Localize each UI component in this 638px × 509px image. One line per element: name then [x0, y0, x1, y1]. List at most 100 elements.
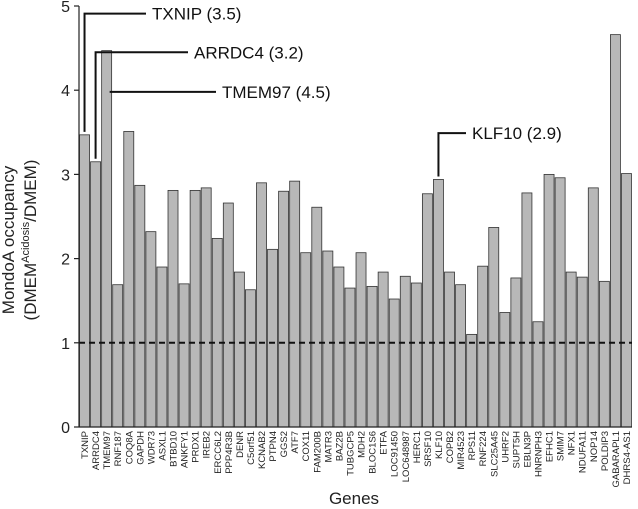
category-label: ETFA [379, 430, 390, 454]
bar-tubgcp5 [344, 287, 356, 428]
callout-label-tmem97: TMEM97 (4.5) [222, 83, 331, 102]
category-label: RNF187 [113, 431, 124, 466]
category-label: LOC91450 [390, 431, 401, 477]
bar-ndufa11 [576, 276, 588, 428]
bar-copb2 [444, 271, 455, 428]
bar-efhc1 [543, 173, 555, 428]
category-label: ANKFY1 [180, 431, 191, 468]
bar-ppp4r3b [222, 202, 234, 428]
category-label: NOP14 [589, 431, 600, 462]
bars-group [79, 34, 632, 428]
category-label: SLC25A45 [489, 431, 500, 477]
bar-rnf224 [477, 265, 489, 428]
category-label: BTBD10 [169, 431, 180, 467]
bar-ebln3p [521, 192, 533, 428]
y-axis-title-superscript: Acidosis [20, 221, 32, 262]
bar-prdx1 [189, 189, 201, 428]
bar-slc25a45 [488, 227, 500, 428]
bar-mdh2 [355, 252, 367, 428]
bar-gapdh [134, 184, 146, 428]
category-label: GABARAPL1 [611, 431, 622, 488]
category-label: TMEM97 [102, 431, 113, 470]
bar-denr [233, 271, 245, 428]
category-label: PPP4R3B [224, 431, 235, 474]
y-tick-label: 2 [61, 252, 70, 269]
bar-ercc6l2 [211, 237, 223, 428]
category-label: ASXL1 [157, 431, 168, 461]
category-label: ATF7 [290, 431, 301, 454]
bar-klf10 [433, 179, 444, 428]
category-label: COQ8A [124, 430, 135, 464]
callout-line-arrdc4 [94, 51, 188, 159]
category-label: FAM200B [312, 431, 323, 473]
bar-mir4523 [455, 284, 466, 428]
category-label: COPB2 [445, 431, 456, 463]
bar-btbd10 [167, 189, 179, 428]
bar-hnrnph3 [532, 321, 544, 428]
x-axis-title: Genes [329, 489, 379, 508]
bar-bloc1s6 [366, 285, 378, 428]
category-label: GGS2 [279, 431, 290, 457]
y-tick-label: 5 [61, 0, 70, 16]
bar-srsf10 [421, 193, 433, 428]
bar-dhrs4-as1 [621, 173, 632, 428]
category-label: UHRF2 [500, 431, 511, 463]
bar-atf7 [289, 180, 301, 428]
category-label: ERCC6L2 [213, 431, 224, 474]
bar-rps11 [466, 333, 478, 428]
category-label: MIR4523 [456, 431, 467, 470]
category-label: RPS11 [467, 431, 478, 460]
category-label: RNF224 [478, 431, 489, 466]
y-tick-label: 4 [61, 83, 70, 100]
bar-coq8a [123, 131, 135, 428]
category-label: BLOC1S6 [368, 431, 379, 474]
bar-rnf187 [112, 284, 124, 428]
bar-wdr73 [145, 231, 157, 428]
category-label: SUPT5H [511, 431, 522, 469]
bar-ankfy1 [178, 283, 190, 428]
bar-c5orf51 [245, 289, 256, 428]
category-label: KLF10 [434, 431, 445, 459]
callout-line-txnip [83, 12, 146, 132]
category-label: EFHC1 [545, 431, 556, 462]
category-label: DENR [235, 431, 246, 458]
category-label: MATR3 [323, 431, 334, 463]
bar-baz2b [333, 266, 345, 428]
bar-matr3 [322, 250, 334, 428]
category-label: PTPN4 [268, 431, 279, 462]
bar-smim7 [554, 177, 566, 428]
bar-ggs2 [278, 190, 290, 428]
category-label: HNRNPH3 [533, 431, 544, 477]
category-label: GAPDH [135, 431, 146, 465]
y-tick-label: 3 [61, 167, 70, 184]
category-label: TUBGCP5 [345, 431, 356, 476]
callout-line-klf10 [437, 132, 466, 177]
bar-cox11 [300, 252, 312, 428]
bar-fam200b [311, 206, 323, 428]
bar-txnip [79, 134, 90, 428]
category-label: TXNIP [80, 431, 91, 459]
callout-label-klf10: KLF10 (2.9) [472, 124, 562, 143]
category-label: WDR73 [146, 431, 157, 464]
category-label: SRSF10 [423, 431, 434, 467]
category-label: BAZ2B [334, 431, 345, 461]
callout-label-txnip: TXNIP (3.5) [152, 5, 241, 24]
category-label: DHRS4-AS1 [622, 431, 633, 484]
category-label: ARRDC4 [91, 431, 102, 470]
bar-tmem97 [101, 50, 113, 428]
category-label: KCNAB2 [257, 431, 268, 469]
y-axis-title-line2: (DMEMAcidosis/DMEM) [20, 160, 40, 321]
category-label: COX11 [301, 431, 312, 461]
bar-loc648987 [399, 275, 411, 428]
bar-ptpn4 [267, 248, 278, 428]
bar-asxl1 [156, 266, 168, 428]
bar-gabarapl1 [610, 34, 621, 428]
bar-arrdc4 [90, 161, 101, 428]
category-label: POLDIP3 [600, 431, 611, 471]
bar-ireb2 [200, 187, 212, 428]
category-label: NFX1 [567, 431, 578, 455]
category-label: C5orf51 [246, 431, 257, 465]
y-tick-label: 0 [61, 420, 70, 437]
y-axis-title-suffix: /DMEM) [21, 160, 40, 222]
